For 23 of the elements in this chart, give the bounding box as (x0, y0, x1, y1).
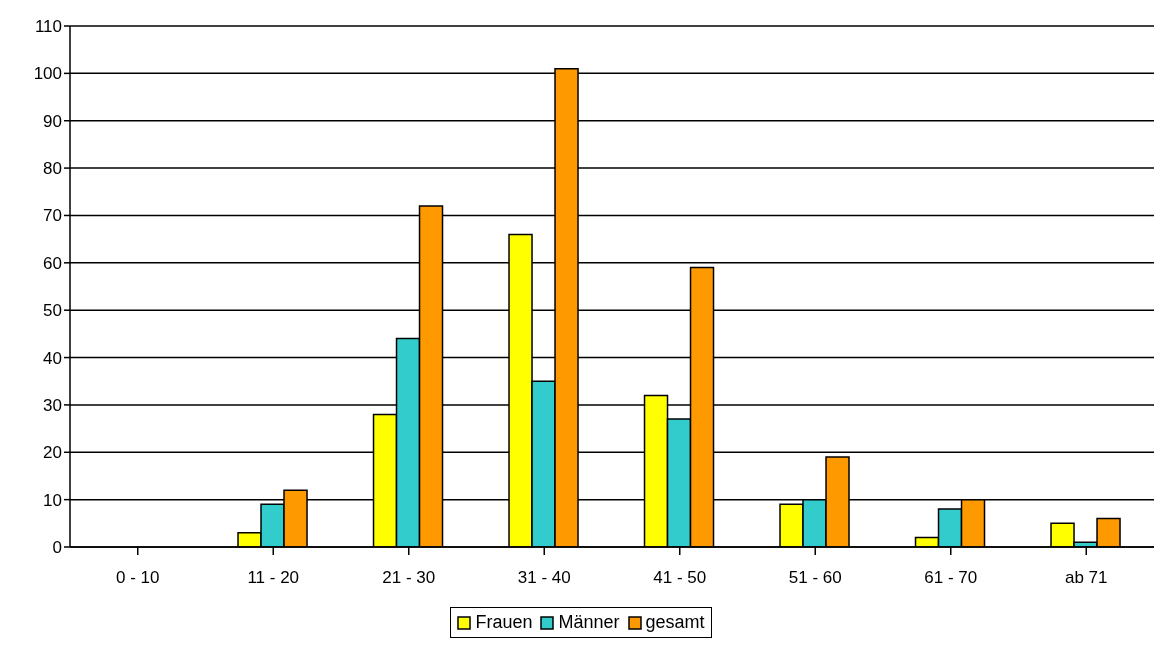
legend-label: gesamt (645, 612, 705, 633)
y-tick-label: 50 (43, 301, 62, 321)
y-tick-label: 40 (43, 348, 62, 368)
y-tick-label: 80 (43, 159, 62, 179)
x-tick-label: 61 - 70 (924, 568, 978, 588)
x-tick-label: 51 - 60 (788, 568, 842, 588)
legend-label: Frauen (475, 612, 533, 633)
y-tick-label: 10 (43, 490, 62, 510)
y-tick-label: 90 (43, 111, 62, 131)
y-tick-label: 0 (52, 538, 62, 558)
x-tick-label: 0 - 10 (116, 568, 160, 588)
x-tick-label: 11 - 20 (247, 568, 300, 588)
y-tick-label: 70 (43, 206, 62, 226)
legend-label: Männer (558, 612, 620, 633)
x-tick-label: ab 71 (1064, 568, 1108, 588)
x-tick-label: 31 - 40 (517, 568, 571, 588)
y-tick-label: 20 (43, 443, 62, 463)
y-tick-label: 110 (34, 17, 62, 37)
y-tick-label: 60 (43, 253, 62, 273)
y-tick-label: 30 (43, 395, 62, 415)
x-tick-label: 21 - 30 (382, 568, 436, 588)
x-tick-label: 41 - 50 (653, 568, 707, 588)
y-tick-label: 100 (33, 64, 62, 84)
